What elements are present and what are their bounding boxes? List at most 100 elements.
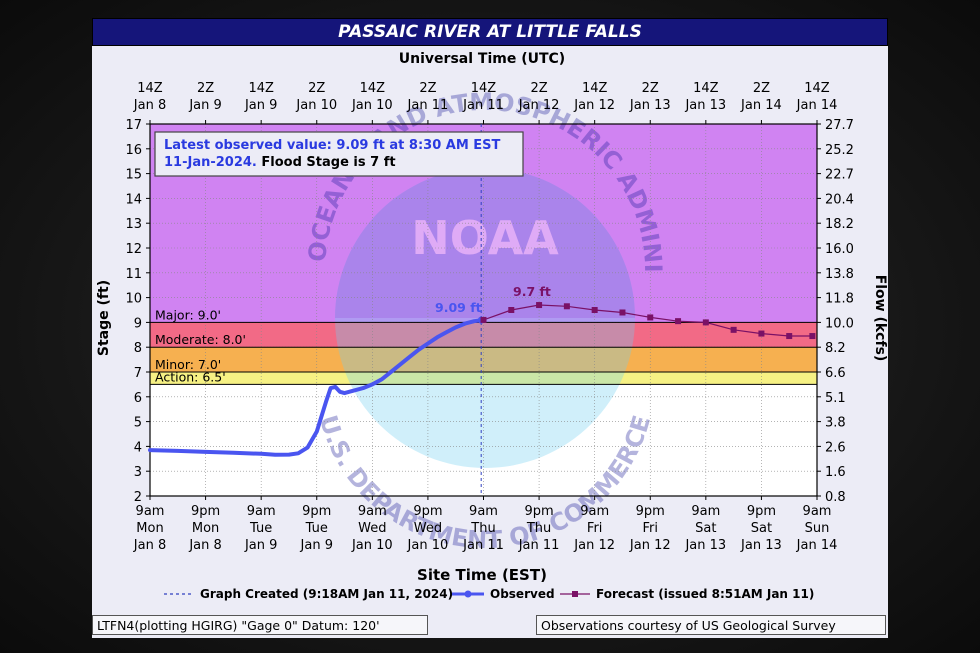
top-tick-label-5-0: 2Z	[419, 81, 436, 96]
x-tick-label-1-1: Mon	[192, 521, 219, 536]
top-axis-title: Universal Time (UTC)	[399, 51, 565, 67]
info-box-line2: 11-Jan-2024. Flood Stage is 7 ft	[164, 155, 396, 170]
y-right-tick-label-15: 27.7	[825, 118, 854, 133]
x-axis-title: Site Time (EST)	[417, 566, 547, 584]
x-tick-label-6-0: 9am	[469, 504, 498, 519]
observations-credit: Observations courtesy of US Geological S…	[536, 615, 886, 635]
forecast-peak-label: 9.7 ft	[513, 284, 551, 299]
forecast-point-9	[730, 326, 737, 333]
y-tick-label-3: 5	[134, 416, 142, 431]
x-tick-label-10-0: 9am	[691, 504, 720, 519]
y-right-tick-label-10: 16.0	[825, 242, 854, 257]
forecast-point-5	[619, 309, 626, 316]
top-tick-label-4-0: 14Z	[360, 81, 386, 96]
top-tick-label-11-1: Jan 14	[740, 98, 782, 113]
x-tick-label-5-0: 9pm	[413, 504, 442, 519]
x-tick-label-1-2: Jan 8	[188, 538, 221, 553]
x-tick-label-6-1: Thu	[470, 521, 495, 536]
y-tick-label-10: 12	[125, 242, 142, 257]
x-tick-label-0-1: Mon	[136, 521, 163, 536]
x-tick-label-10-1: Sat	[695, 521, 716, 536]
top-tick-label-7-1: Jan 12	[518, 98, 560, 113]
legend-observed-marker	[464, 590, 472, 598]
y-tick-label-13: 15	[125, 168, 142, 183]
top-tick-label-10-1: Jan 13	[684, 98, 726, 113]
top-tick-label-6-0: 14Z	[471, 81, 497, 96]
y-tick-label-5: 7	[134, 366, 142, 381]
y-right-tick-label-12: 20.4	[825, 192, 854, 207]
y-right-tick-label-2: 2.6	[825, 440, 846, 455]
y-axis-title: Stage (ft)	[96, 280, 112, 356]
y-tick-label-11: 13	[125, 217, 142, 232]
top-tick-label-10-0: 14Z	[693, 81, 719, 96]
x-tick-label-11-0: 9pm	[747, 504, 776, 519]
forecast-point-7	[675, 318, 682, 325]
x-tick-label-10-2: Jan 13	[684, 538, 726, 553]
y-right-tick-label-11: 18.2	[825, 217, 854, 232]
forecast-point-2	[536, 302, 543, 309]
x-tick-label-5-1: Wed	[414, 521, 442, 536]
info-box	[154, 131, 524, 177]
flood-band-3	[150, 372, 817, 385]
y-tick-label-9: 11	[125, 267, 142, 282]
y-right-tick-label-5: 6.6	[825, 366, 846, 381]
info-box-line1: Latest observed value: 9.09 ft at 8:30 A…	[164, 138, 501, 153]
x-tick-label-3-0: 9pm	[302, 504, 331, 519]
x-tick-label-11-1: Sat	[751, 521, 772, 536]
y-axis-right-title: Flow (kcfs)	[872, 275, 888, 362]
top-tick-label-4-1: Jan 10	[351, 98, 393, 113]
x-tick-label-9-1: Fri	[643, 521, 659, 536]
x-tick-label-1-0: 9pm	[191, 504, 220, 519]
legend-observed-label: Observed	[490, 587, 555, 601]
forecast-point-1	[508, 307, 515, 313]
x-tick-label-7-0: 9pm	[524, 504, 553, 519]
hydrograph-panel: NOAA NATIONAL OCEANIC AND ATMOSPHERIC AD…	[92, 18, 888, 638]
y-right-tick-label-1: 1.6	[825, 465, 846, 480]
forecast-point-4	[591, 307, 598, 313]
top-tick-label-12-0: 14Z	[804, 81, 830, 96]
y-tick-label-2: 4	[134, 440, 142, 455]
watermark-center-text: NOAA	[411, 211, 559, 265]
x-tick-label-9-0: 9pm	[636, 504, 665, 519]
forecast-point-11	[786, 333, 793, 340]
top-tick-label-2-0: 14Z	[248, 81, 274, 96]
x-tick-label-12-0: 9am	[803, 504, 832, 519]
forecast-point-3	[563, 303, 570, 310]
observed-series-line	[148, 318, 484, 457]
x-tick-label-0-2: Jan 8	[133, 538, 166, 553]
top-tick-label-6-1: Jan 11	[462, 98, 504, 113]
x-tick-label-12-1: Sun	[805, 521, 830, 536]
hydrograph-chart: NOAA NATIONAL OCEANIC AND ATMOSPHERIC AD…	[92, 18, 888, 601]
x-tick-label-9-2: Jan 12	[629, 538, 671, 553]
top-tick-label-3-0: 2Z	[308, 81, 325, 96]
top-tick-label-1-0: 2Z	[197, 81, 214, 96]
x-tick-label-12-2: Jan 14	[796, 538, 838, 553]
top-tick-label-3-1: Jan 10	[295, 98, 337, 113]
y-right-tick-label-3: 3.8	[825, 416, 846, 431]
y-tick-label-12: 14	[125, 192, 142, 207]
forecast-point-6	[647, 314, 654, 321]
x-tick-label-4-1: Wed	[358, 521, 386, 536]
legend-forecast-label: Forecast (issued 8:51AM Jan 11)	[596, 587, 814, 601]
top-tick-label-1-1: Jan 9	[188, 98, 221, 113]
legend-graph-created-label: Graph Created (9:18AM Jan 11, 2024)	[200, 587, 453, 601]
flood-threshold-label-0: Major: 9.0'	[155, 307, 221, 322]
forecast-point-0	[480, 316, 487, 323]
y-right-tick-label-9: 13.8	[825, 267, 854, 282]
y-right-tick-label-14: 25.2	[825, 143, 854, 158]
flood-threshold-label-1: Moderate: 8.0'	[155, 332, 246, 347]
forecast-point-12	[809, 333, 816, 340]
y-right-tick-label-8: 11.8	[825, 292, 854, 307]
y-right-tick-label-6: 8.2	[825, 341, 846, 356]
x-tick-label-2-0: 9am	[247, 504, 276, 519]
x-tick-label-0-0: 9am	[136, 504, 165, 519]
x-tick-label-7-1: Thu	[526, 521, 551, 536]
chart-title: PASSAIC RIVER AT LITTLE FALLS	[92, 18, 888, 46]
forecast-point-8	[702, 319, 709, 326]
y-right-tick-label-7: 10.0	[825, 316, 854, 331]
x-tick-label-2-2: Jan 9	[244, 538, 277, 553]
top-tick-label-9-0: 2Z	[642, 81, 659, 96]
top-tick-label-12-1: Jan 14	[796, 98, 838, 113]
x-tick-label-7-2: Jan 11	[518, 538, 560, 553]
top-tick-label-2-1: Jan 9	[244, 98, 277, 113]
